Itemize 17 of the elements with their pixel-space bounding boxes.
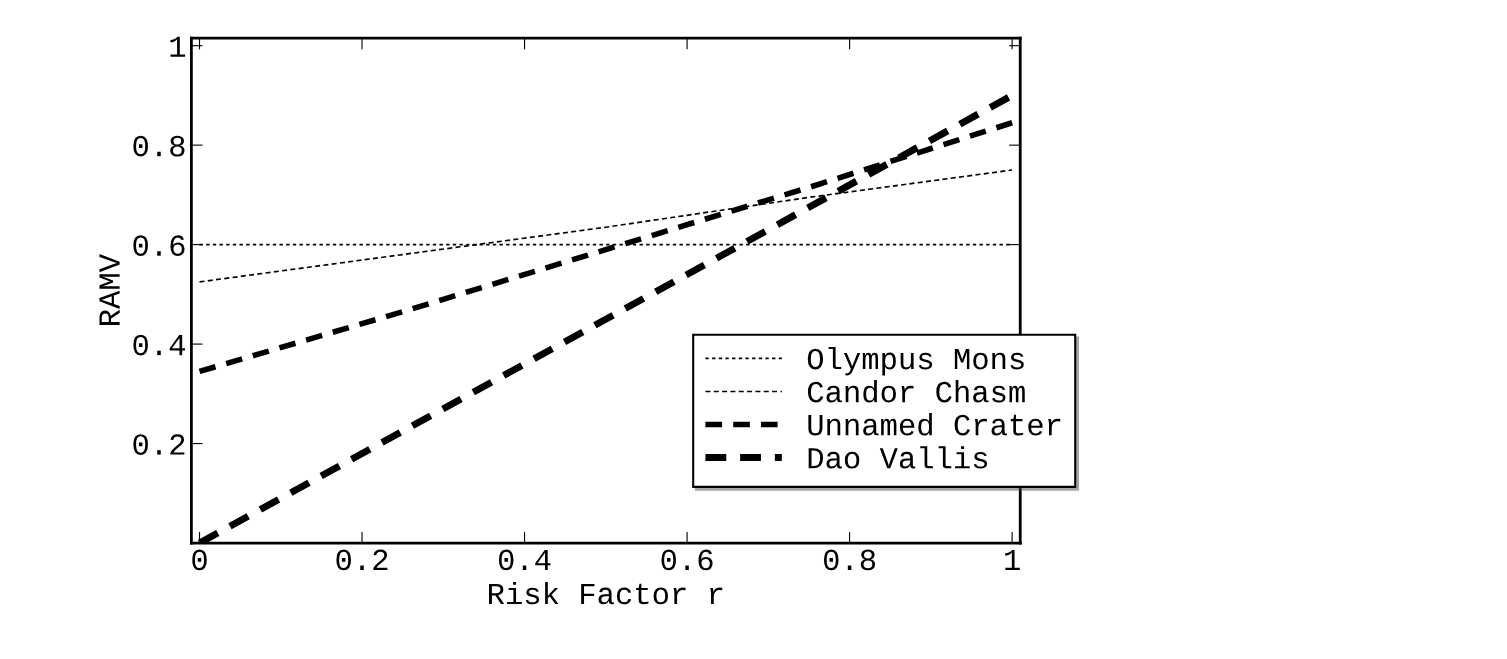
legend-label: Dao Vallis [808, 446, 988, 469]
x-tick-label: 0.8 [823, 549, 876, 571]
legend-label: Unnamed Crater [808, 413, 1061, 436]
x-tick-label: 0.2 [336, 549, 388, 571]
y-tick-label: 0.4 [133, 334, 185, 356]
y-tick-label: 0.2 [133, 434, 185, 455]
y-tick-label: 0.6 [133, 235, 185, 256]
x-tick-label: 0 [192, 549, 207, 571]
x-axis-title: Risk Factor r [489, 581, 723, 605]
y-tick-label: 1 [170, 36, 186, 57]
legend-label: Olympus Mons [807, 346, 1024, 376]
y-axis-title: RAMV [99, 254, 120, 325]
x-tick-label: 0.6 [661, 549, 713, 571]
x-tick-label: 0.4 [498, 549, 551, 571]
legend-label: Candor Chasm [807, 380, 1025, 403]
y-tick-label: 0.8 [133, 135, 185, 157]
x-tick-label: 1 [1005, 549, 1020, 571]
